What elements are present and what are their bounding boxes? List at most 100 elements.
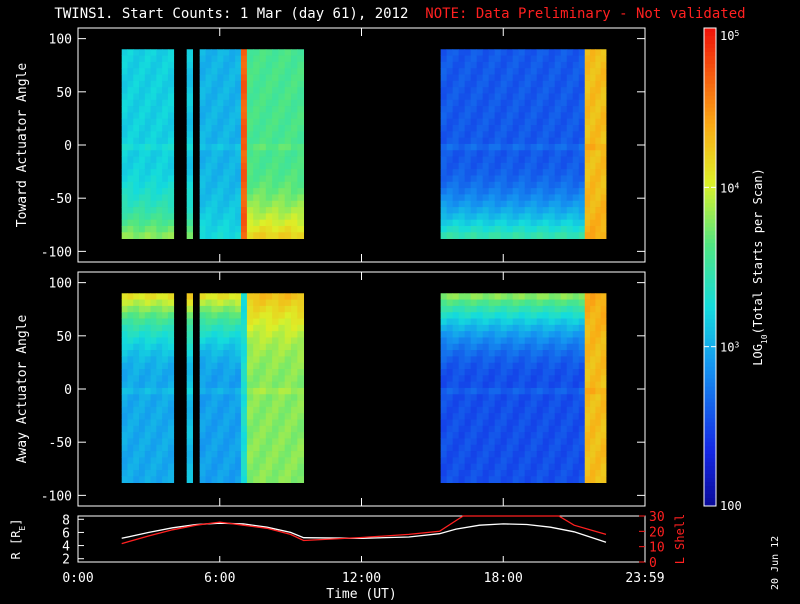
heatmap-cell	[595, 175, 602, 183]
heatmap-cell	[560, 444, 568, 452]
heatmap-cell	[297, 80, 305, 88]
heatmap-cell	[133, 55, 140, 63]
heatmap-cell	[590, 350, 596, 357]
heatmap-cell	[127, 312, 134, 319]
heatmap-cell	[446, 112, 454, 120]
heatmap-cell	[578, 68, 586, 75]
heatmap-cell	[530, 61, 538, 69]
heatmap-cell	[600, 131, 607, 139]
heatmap-cell	[440, 55, 448, 63]
heatmap-cell	[542, 337, 550, 345]
heatmap-cell	[259, 312, 267, 319]
heatmap-cell	[199, 463, 206, 471]
heatmap-cell	[488, 225, 496, 233]
heatmap-cell	[554, 137, 562, 145]
heatmap-cell	[494, 225, 502, 233]
heatmap-cell	[211, 213, 218, 221]
heatmap-cell	[452, 143, 460, 151]
heatmap-cell	[524, 74, 532, 82]
heatmap-cell	[536, 463, 544, 471]
heatmap-cell	[278, 93, 286, 101]
heatmap-cell	[494, 131, 502, 139]
heatmap-cell	[458, 207, 466, 214]
heatmap-cell	[297, 74, 305, 82]
heatmap-cell	[121, 375, 128, 383]
heatmap-cell	[223, 156, 230, 164]
heatmap-cell	[246, 350, 254, 357]
heatmap-cell	[518, 463, 526, 471]
heatmap-cell	[554, 225, 562, 233]
heatmap-cell	[572, 312, 580, 319]
colorbar-step	[704, 394, 716, 399]
heatmap-cell	[139, 293, 146, 300]
heatmap-cell	[127, 293, 134, 300]
heatmap-cell	[297, 356, 305, 364]
heatmap-cell	[144, 162, 151, 170]
heatmap-cell	[440, 457, 448, 465]
heatmap-cell	[278, 150, 286, 157]
heatmap-cell	[482, 181, 490, 189]
heatmap-cell	[584, 137, 591, 145]
heatmap-cell	[512, 356, 520, 364]
heatmap-cell	[229, 318, 236, 326]
heatmap-cell	[199, 175, 206, 183]
heatmap-cell	[139, 80, 146, 88]
heatmap-cell	[548, 106, 556, 113]
heatmap-cell	[584, 469, 591, 477]
heatmap-cell	[524, 175, 532, 183]
heatmap-cell	[488, 207, 496, 214]
colorbar-step	[704, 91, 716, 97]
heatmap-cell	[452, 68, 460, 75]
heatmap-cell	[284, 150, 292, 157]
heatmap-cell	[530, 451, 538, 458]
heatmap-cell	[554, 457, 562, 465]
heatmap-cell	[446, 381, 454, 389]
colorbar-step	[704, 135, 716, 141]
heatmap-cell	[518, 106, 526, 113]
heatmap-cell	[446, 438, 454, 446]
heatmap-cell	[167, 143, 175, 151]
heatmap-cell	[217, 61, 224, 69]
heatmap-cell	[235, 194, 242, 202]
heatmap-cell	[121, 49, 128, 56]
heatmap-cell	[284, 438, 292, 446]
heatmap-cell	[167, 49, 175, 56]
heatmap-cell	[600, 438, 607, 446]
heatmap-cell	[291, 188, 298, 195]
heatmap-cell	[265, 106, 273, 113]
heatmap-cell	[265, 93, 273, 101]
heatmap-cell	[595, 169, 602, 176]
heatmap-cell	[464, 400, 472, 408]
heatmap-cell	[584, 451, 591, 458]
heatmap-cell	[229, 432, 236, 439]
heatmap-cell	[144, 169, 151, 176]
heatmap-cell	[217, 387, 224, 395]
heatmap-cell	[512, 312, 520, 319]
heatmap-cell	[560, 413, 568, 420]
heatmap-cell	[259, 444, 267, 452]
heatmap-cell	[584, 93, 591, 101]
heatmap-cell	[595, 219, 602, 227]
heatmap-cell	[223, 413, 230, 420]
heatmap-cell	[470, 444, 478, 452]
heatmap-cell	[229, 80, 236, 88]
heatmap-cell	[144, 137, 151, 145]
heatmap-cell	[156, 143, 163, 151]
heatmap-cell	[246, 369, 254, 376]
heatmap-cell	[205, 381, 212, 389]
heatmap-cell	[241, 118, 248, 126]
heatmap-cell	[446, 305, 454, 313]
heatmap-cell	[241, 457, 248, 465]
heatmap-cell	[458, 369, 466, 376]
heatmap-cell	[156, 394, 163, 401]
heatmap-cell	[297, 406, 305, 414]
heatmap-cell	[162, 438, 169, 446]
heatmap-cell	[223, 200, 230, 208]
heatmap-cell	[139, 156, 146, 164]
heatmap-cell	[600, 156, 607, 164]
heatmap-cell	[446, 150, 454, 157]
heatmap-cell	[235, 68, 242, 75]
heatmap-cell	[186, 61, 193, 69]
heatmap-cell	[506, 457, 514, 465]
heatmap-cell	[199, 369, 206, 376]
